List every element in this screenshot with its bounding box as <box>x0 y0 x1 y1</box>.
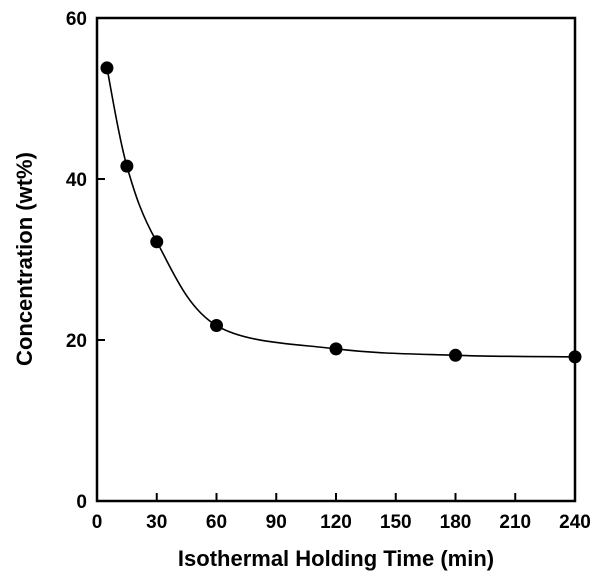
data-point <box>569 350 582 363</box>
data-points <box>100 61 581 363</box>
plot-area <box>97 18 575 501</box>
x-tick-label: 90 <box>266 512 287 533</box>
data-point <box>449 349 462 362</box>
plot-frame <box>97 18 575 501</box>
x-tick-label: 120 <box>320 512 352 533</box>
data-point <box>330 342 343 355</box>
x-tick-label: 60 <box>206 512 227 533</box>
fit-curve <box>107 68 575 357</box>
x-axis-ticks: 0 30 60 90 120 150 180 210 240 <box>92 493 591 533</box>
data-point <box>150 235 163 248</box>
x-tick-label: 0 <box>92 512 103 533</box>
y-tick-label: 20 <box>66 331 87 352</box>
x-tick-label: 150 <box>380 512 412 533</box>
x-tick-label: 210 <box>499 512 531 533</box>
x-tick-label: 180 <box>440 512 472 533</box>
y-tick-label: 60 <box>66 9 87 30</box>
x-tick-label: 240 <box>559 512 591 533</box>
data-point <box>120 160 133 173</box>
y-axis-label: Concentration (wt%) <box>12 152 37 366</box>
x-tick-label: 30 <box>146 512 167 533</box>
x-axis-label: Isothermal Holding Time (min) <box>178 546 494 571</box>
y-tick-label: 0 <box>76 492 87 513</box>
data-point <box>100 61 113 74</box>
y-axis-ticks: 0 20 40 60 <box>66 9 105 513</box>
y-tick-label: 40 <box>66 170 87 191</box>
data-point <box>210 319 223 332</box>
